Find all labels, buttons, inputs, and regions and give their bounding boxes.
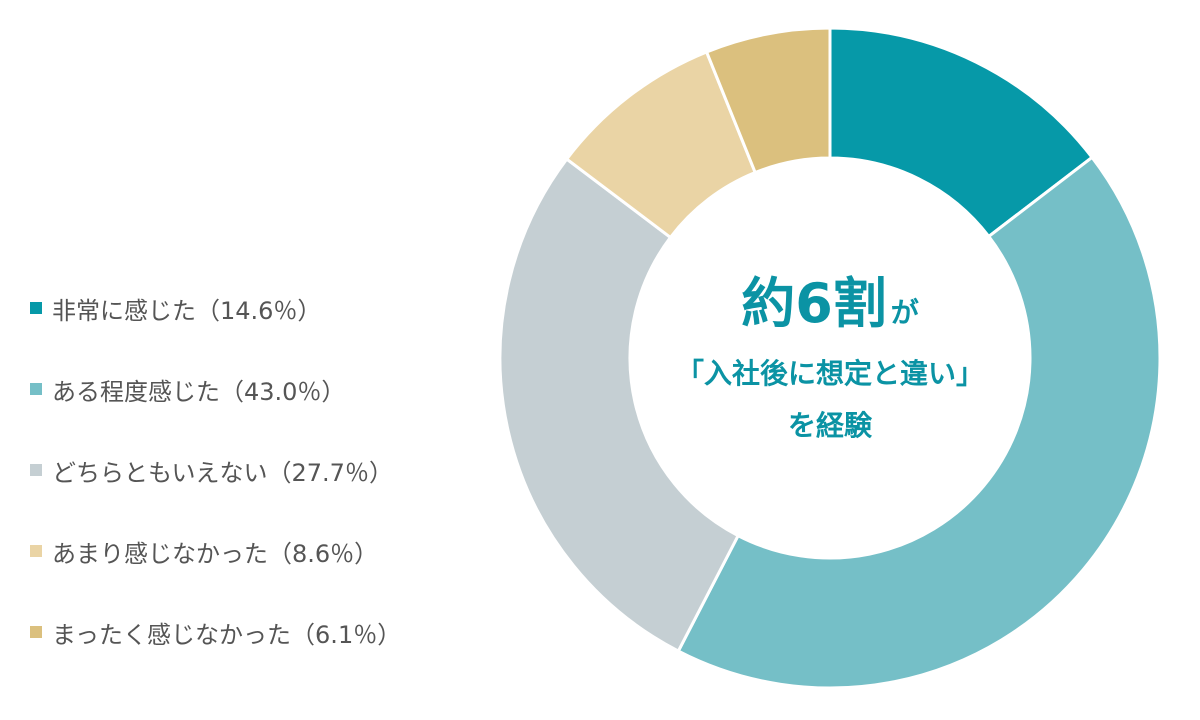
legend-swatch bbox=[30, 302, 42, 314]
legend-item-neither: どちらともいえない（27.7％） bbox=[30, 445, 401, 495]
legend-swatch bbox=[30, 464, 42, 476]
legend-label: ある程度感じた（43.0％） bbox=[52, 377, 346, 406]
headline: 約6割が bbox=[630, 260, 1030, 348]
legend-swatch bbox=[30, 545, 42, 557]
slice-not-at-all bbox=[704, 26, 832, 175]
legend-item-very-much: 非常に感じた（14.6％） bbox=[30, 283, 401, 333]
legend-label: まったく感じなかった（6.1％） bbox=[52, 620, 402, 649]
slice-neither bbox=[498, 156, 741, 654]
legend-swatch bbox=[30, 626, 42, 638]
headline-suffix: が bbox=[890, 296, 919, 329]
legend-label: どちらともいえない（27.7％） bbox=[52, 458, 393, 487]
legend-label: あまり感じなかった（8.6％） bbox=[52, 539, 379, 568]
legend-label: 非常に感じた（14.6％） bbox=[52, 296, 322, 325]
legend-swatch bbox=[30, 383, 42, 395]
donut-slices bbox=[498, 26, 1162, 690]
center-line-3: を経験 bbox=[787, 409, 872, 442]
slice-somewhat bbox=[676, 155, 1162, 690]
center-line-2: 「入社後に想定と違い」 bbox=[675, 357, 984, 390]
legend-item-somewhat: ある程度感じた（43.0％） bbox=[30, 364, 401, 414]
legend-item-not-at-all: まったく感じなかった（6.1％） bbox=[30, 607, 401, 657]
donut-center-label: 約6割が 「入社後に想定と違い」 を経験 bbox=[630, 260, 1030, 452]
legend: 非常に感じた（14.6％） ある程度感じた（43.0％） どちらともいえない（2… bbox=[30, 283, 401, 688]
headline-main: 約6割 bbox=[741, 272, 887, 335]
legend-item-not-much: あまり感じなかった（8.6％） bbox=[30, 526, 401, 576]
